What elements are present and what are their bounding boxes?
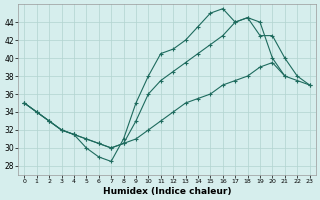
X-axis label: Humidex (Indice chaleur): Humidex (Indice chaleur) [103,187,231,196]
